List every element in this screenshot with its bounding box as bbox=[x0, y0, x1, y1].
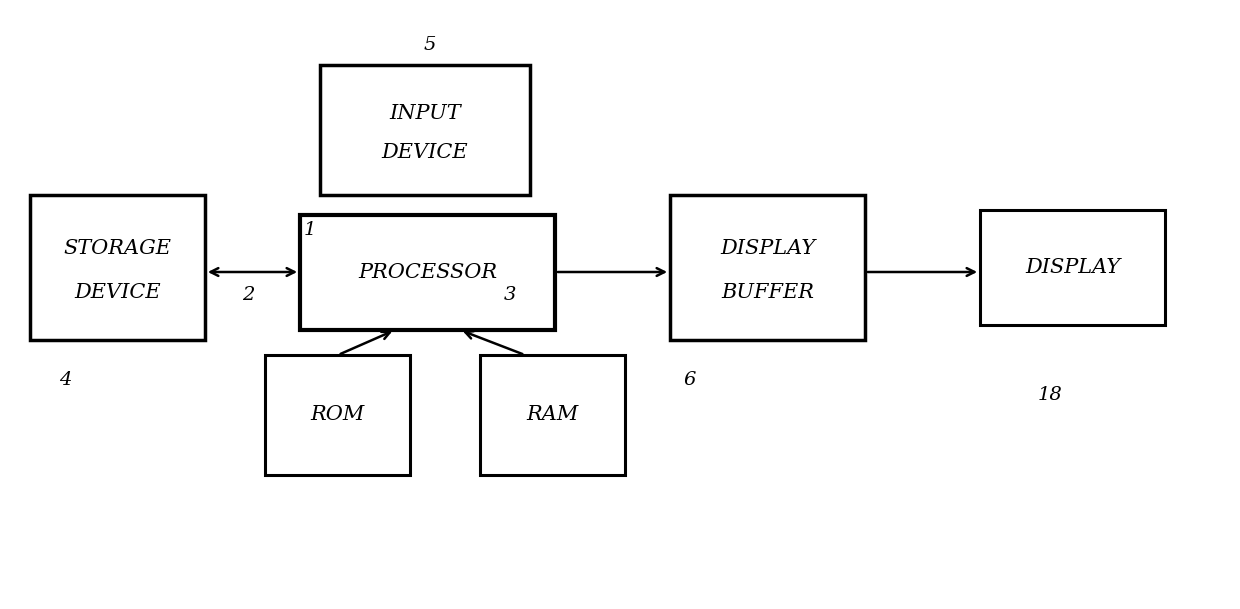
Text: INPUT: INPUT bbox=[389, 104, 461, 122]
Bar bbox=[300, 215, 556, 330]
Bar bbox=[265, 355, 410, 475]
Bar bbox=[30, 195, 205, 340]
Bar bbox=[320, 65, 529, 195]
Text: 2: 2 bbox=[242, 286, 254, 304]
Text: DEVICE: DEVICE bbox=[74, 283, 161, 301]
Text: 3: 3 bbox=[503, 286, 516, 304]
Text: 6: 6 bbox=[683, 371, 696, 389]
Text: RAM: RAM bbox=[526, 406, 579, 424]
Bar bbox=[670, 195, 866, 340]
Text: ROM: ROM bbox=[310, 406, 365, 424]
Text: BUFFER: BUFFER bbox=[720, 283, 813, 301]
Text: STORAGE: STORAGE bbox=[63, 239, 171, 258]
Text: DEVICE: DEVICE bbox=[382, 143, 469, 161]
Bar bbox=[480, 355, 625, 475]
Text: 4: 4 bbox=[58, 371, 71, 389]
Text: 5: 5 bbox=[424, 36, 436, 54]
Bar bbox=[980, 210, 1166, 325]
Text: DISPLAY: DISPLAY bbox=[720, 239, 815, 258]
Text: PROCESSOR: PROCESSOR bbox=[358, 263, 497, 282]
Text: 18: 18 bbox=[1038, 386, 1063, 404]
Text: 1: 1 bbox=[304, 221, 316, 239]
Text: DISPLAY: DISPLAY bbox=[1025, 258, 1120, 277]
